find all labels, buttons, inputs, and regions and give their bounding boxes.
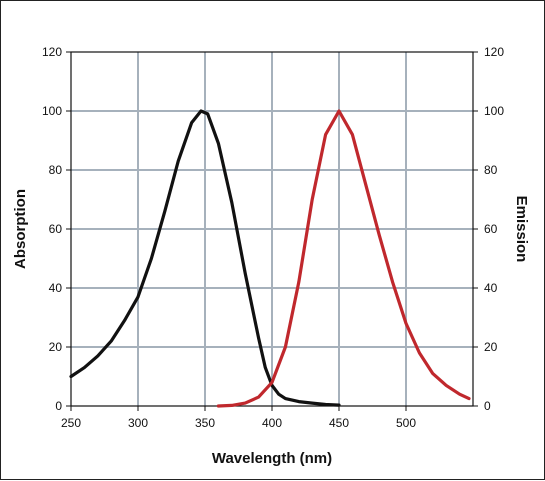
right-y-axis-title: Emission [513,196,530,263]
left-y-tick-label: 20 [49,340,63,354]
emission-series-line [216,109,471,408]
left-y-axis-title: Absorption [12,189,29,269]
x-tick-label: 300 [128,416,148,430]
right-y-tick-label: 20 [484,340,498,354]
x-tick-label: 400 [262,416,282,430]
right-y-tick-label: 60 [484,222,498,236]
x-tick-label: 250 [61,416,81,430]
right-y-tick-label: 80 [484,163,498,177]
right-y-tick-label: 0 [484,399,491,413]
right-y-tick-label: 100 [484,104,504,118]
left-y-tick-label: 120 [42,45,62,59]
x-tick-label: 450 [329,416,349,430]
right-y-tick-label: 120 [484,45,504,59]
x-tick-label: 350 [195,416,215,430]
tick-labels: 250 300 350 400 450 500 0 0 20 20 40 40 60 60 80 80 100 1… [42,45,504,430]
series-layer [69,109,471,408]
left-y-tick-label: 40 [49,281,63,295]
left-y-tick-label: 100 [42,104,62,118]
left-y-tick-label: 60 [49,222,63,236]
grid [71,52,473,406]
x-axis-title: Wavelength (nm) [212,450,332,467]
absorption-series-line [69,109,341,407]
x-tick-label: 500 [396,416,416,430]
left-y-tick-label: 0 [55,399,62,413]
right-y-tick-label: 40 [484,281,498,295]
left-y-tick-label: 80 [49,163,63,177]
